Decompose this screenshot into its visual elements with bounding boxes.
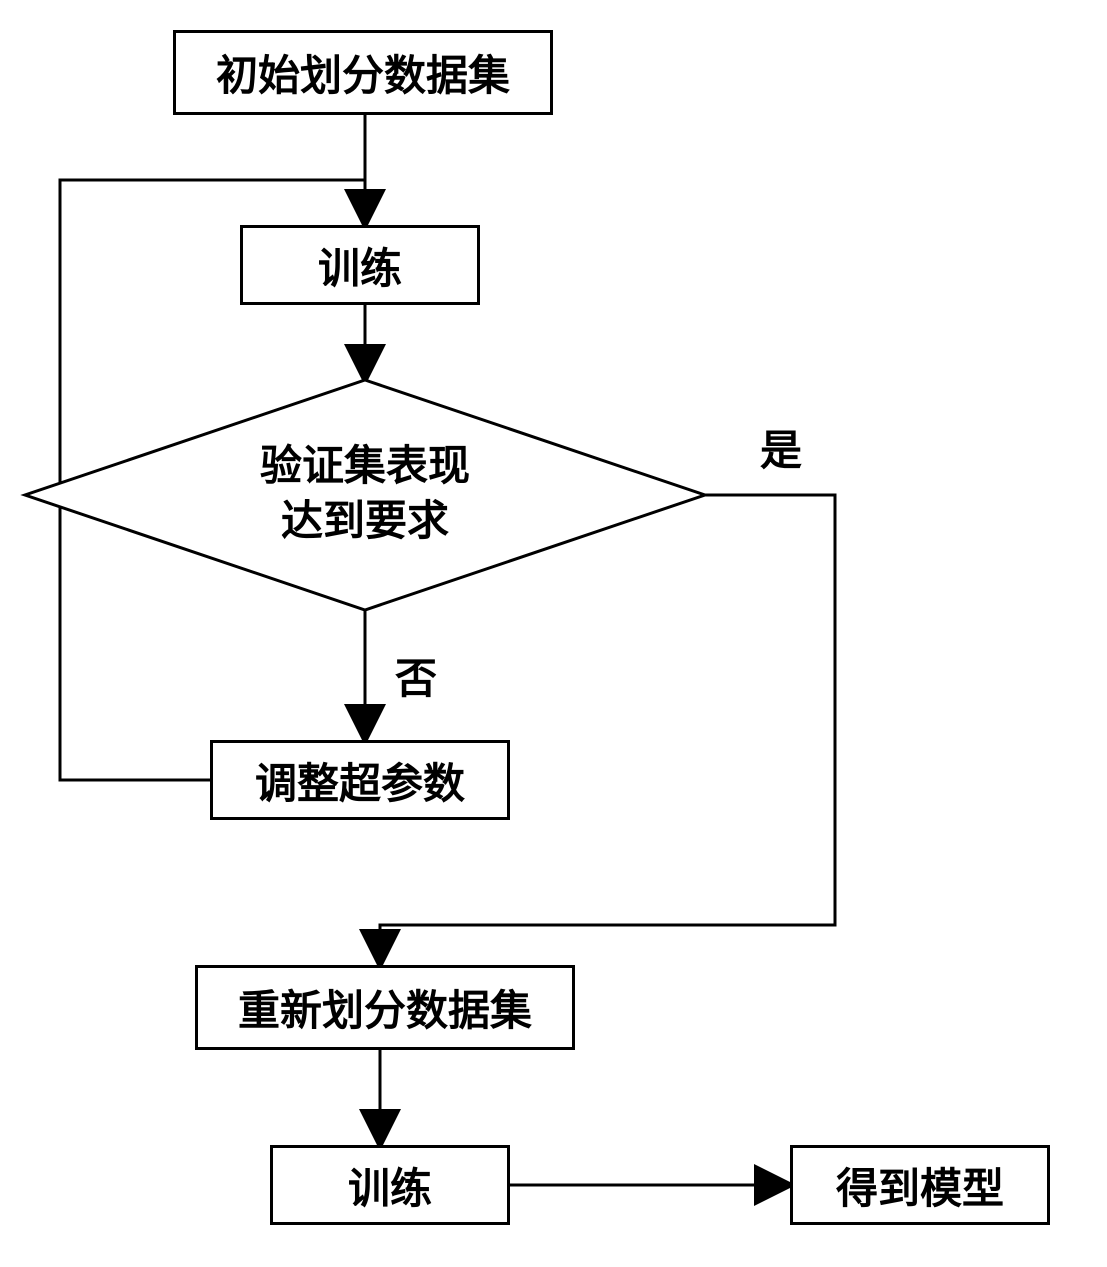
node-train-2-label: 训练 (348, 1155, 432, 1216)
node-train-1: 训练 (240, 225, 480, 305)
node-train-1-label: 训练 (318, 235, 402, 296)
branch-label-no: 否 (395, 645, 437, 706)
node-resplit-dataset-label: 重新划分数据集 (238, 977, 532, 1038)
connectors-svg (0, 0, 1107, 1267)
node-train-2: 训练 (270, 1145, 510, 1225)
node-decision: 验证集表现 达到要求 (205, 435, 525, 555)
flowchart-container: 初始划分数据集 训练 验证集表现 达到要求 调整超参数 重新划分数据集 训练 得… (0, 0, 1107, 1267)
branch-label-yes: 是 (760, 417, 802, 478)
node-adjust-hyperparams: 调整超参数 (210, 740, 510, 820)
node-adjust-hyperparams-label: 调整超参数 (255, 750, 465, 811)
node-initial-split-label: 初始划分数据集 (216, 42, 510, 103)
node-resplit-dataset: 重新划分数据集 (195, 965, 575, 1050)
node-result-model-label: 得到模型 (836, 1155, 1004, 1216)
node-decision-label: 验证集表现 达到要求 (260, 440, 470, 549)
node-result-model: 得到模型 (790, 1145, 1050, 1225)
node-initial-split: 初始划分数据集 (173, 30, 553, 115)
